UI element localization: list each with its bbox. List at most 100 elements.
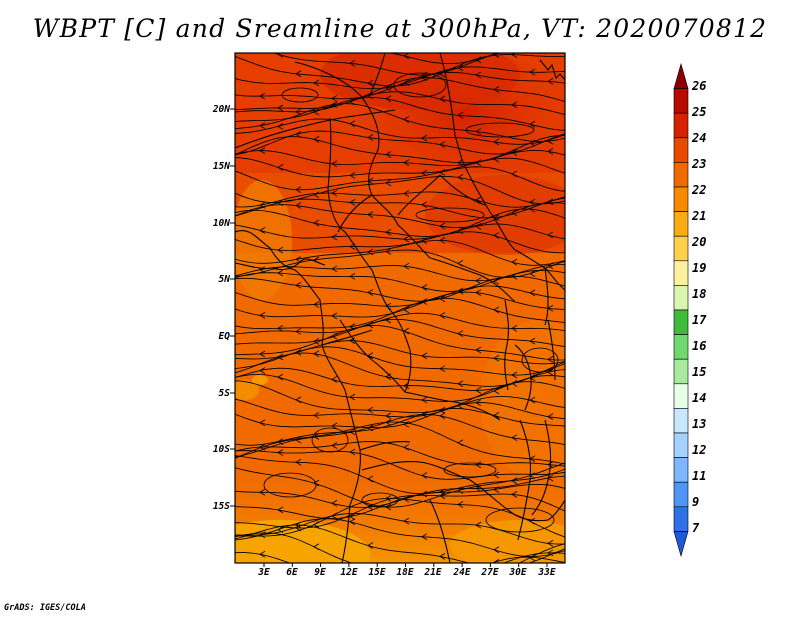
- streamline: [235, 532, 565, 563]
- streamline-arrow: [331, 422, 338, 430]
- streamline-arrow: [421, 74, 428, 81]
- streamline: [235, 552, 565, 563]
- streamline-arrow: [403, 420, 410, 428]
- colorbar-segment: [673, 112, 689, 139]
- streamline-arrow: [475, 71, 482, 79]
- streamline-arrow: [475, 222, 482, 230]
- streamline: [235, 441, 565, 467]
- streamline-arrow: [511, 101, 518, 109]
- streamline-arrow: [367, 503, 374, 511]
- streamline-arrow: [439, 406, 446, 414]
- colorbar-label-20: 20: [692, 235, 707, 249]
- streamline-arrow: [529, 198, 536, 206]
- streamline-arrow: [331, 101, 338, 109]
- lon-label-15e: 15E: [368, 567, 386, 578]
- streamline-arrow: [295, 521, 302, 529]
- streamline-arrow: [403, 53, 410, 60]
- colorbar-segment: [673, 334, 689, 360]
- colorbar-label-14: 14: [692, 391, 707, 405]
- streamline-arrow: [511, 258, 518, 266]
- streamline-arrow: [403, 235, 410, 243]
- streamline: [235, 475, 565, 508]
- lat-label-15s: 15S: [212, 501, 230, 512]
- streamline: [235, 275, 565, 302]
- colorbar: [673, 62, 689, 558]
- streamline: [235, 91, 565, 116]
- streamline-arrow: [295, 130, 302, 138]
- streamline-arrow: [278, 578, 283, 584]
- lat-label-10s: 10S: [212, 444, 230, 455]
- streamline-arrow: [403, 306, 410, 314]
- streamline: [491, 556, 565, 563]
- streamline-arrow: [313, 337, 320, 345]
- colorbar-label-16: 16: [692, 339, 707, 353]
- streamline-arrow: [439, 312, 446, 319]
- streamline-arrow: [295, 202, 302, 209]
- streamline-arrow: [313, 479, 320, 487]
- streamline-arrow: [421, 298, 428, 305]
- streamline-arrow: [493, 387, 500, 395]
- streamline-eddy: [281, 87, 319, 103]
- streamline: [235, 450, 565, 480]
- streamline-arrow: [259, 350, 266, 358]
- streamline-arrow: [331, 312, 338, 320]
- streamline-arrow: [295, 328, 302, 335]
- streamline-eddy: [415, 207, 485, 223]
- streamline-arrow: [529, 120, 536, 128]
- streamline: [235, 512, 565, 545]
- streamline-arrow: [313, 411, 320, 419]
- streamline-arrow: [349, 518, 356, 526]
- streamline-arrow: [349, 448, 356, 456]
- streamline-arrow: [457, 173, 464, 181]
- colorbar-segment: [673, 358, 689, 385]
- streamline-arrow: [385, 302, 392, 310]
- streamline-arrow: [457, 260, 464, 267]
- streamline-arrow: [403, 159, 410, 166]
- streamline-arrow: [295, 281, 302, 289]
- colorbar-segment: [673, 162, 689, 188]
- streamline-arrow: [259, 550, 266, 558]
- streamline-arrow: [421, 352, 428, 360]
- lon-label-12e: 12E: [340, 567, 358, 578]
- software-credit: GrADS: IGES/COLA: [4, 603, 86, 613]
- streamline-arrow: [367, 289, 374, 296]
- streamline-arrow: [277, 164, 284, 171]
- streamline-arrow: [277, 122, 284, 130]
- streamline-arrow: [457, 330, 464, 337]
- streamline-arrow: [403, 327, 410, 335]
- streamline-arrow: [422, 580, 427, 586]
- streamline-arrow: [421, 284, 428, 291]
- streamline-arrow: [457, 501, 464, 508]
- streamline: [235, 318, 565, 348]
- streamline-arrow: [529, 289, 536, 297]
- streamline-arrow: [259, 443, 266, 451]
- streamline-arrow: [511, 170, 518, 178]
- map-frame: [234, 52, 566, 564]
- streamline: [235, 483, 565, 519]
- lat-label-10n: 10N: [212, 218, 230, 229]
- streamline-eddy: [521, 347, 559, 373]
- streamline: [235, 380, 565, 413]
- streamline-arrow: [295, 458, 302, 466]
- streamline-arrow: [367, 406, 374, 414]
- streamline: [235, 346, 565, 376]
- streamline-arrow: [421, 134, 428, 142]
- streamline: [235, 524, 565, 563]
- streamline-arrow: [277, 53, 284, 58]
- streamline-arrow: [421, 490, 428, 498]
- streamline-arrow: [421, 396, 428, 404]
- streamline-arrow: [493, 486, 500, 493]
- lon-label-18e: 18E: [396, 567, 414, 578]
- streamline-arrow: [493, 546, 500, 554]
- streamline-arrow: [493, 155, 500, 163]
- streamline-arrow: [331, 499, 338, 507]
- streamline-arrow: [349, 171, 356, 179]
- colorbar-segment: [673, 408, 689, 434]
- streamline-arrow: [493, 138, 500, 146]
- streamline-arrow: [385, 495, 392, 502]
- colorbar-label-17: 17: [692, 313, 707, 327]
- streamline: [235, 103, 565, 142]
- colorbar-label-12: 12: [692, 443, 707, 457]
- streamline-arrow: [259, 367, 266, 374]
- colorbar-segment: [673, 186, 689, 212]
